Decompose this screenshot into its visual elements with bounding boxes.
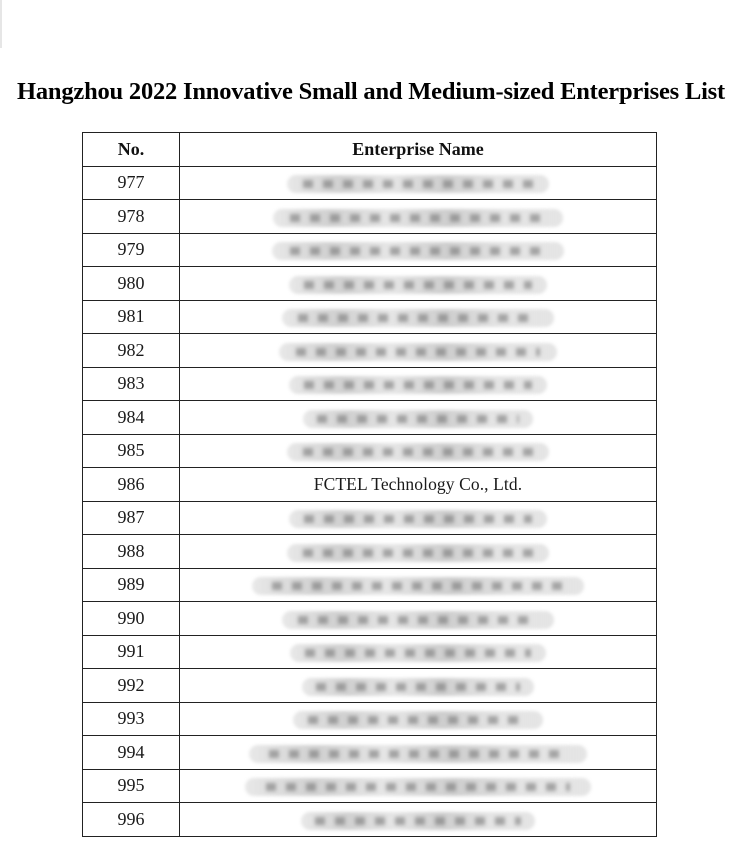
table-row: 987 xyxy=(82,500,657,535)
row-number: 995 xyxy=(82,768,180,803)
redacted-name-blur xyxy=(249,744,587,763)
enterprise-name-cell xyxy=(179,668,657,703)
table-row: 993 xyxy=(82,701,657,736)
row-number: 985 xyxy=(82,433,180,468)
table-row: 986 FCTEL Technology Co., Ltd. xyxy=(82,467,657,502)
row-number: 981 xyxy=(82,299,180,334)
redacted-name-blur xyxy=(273,208,563,227)
table-row: 984 xyxy=(82,400,657,435)
redacted-name-blur xyxy=(245,778,591,797)
enterprise-name-cell xyxy=(179,165,657,200)
redacted-name-blur xyxy=(302,677,534,696)
table-row: 978 xyxy=(82,199,657,234)
row-number: 989 xyxy=(82,567,180,602)
enterprise-name-cell xyxy=(179,735,657,770)
redacted-name-blur xyxy=(282,610,554,629)
row-number: 996 xyxy=(82,802,180,837)
row-number: 978 xyxy=(82,199,180,234)
table-row: 983 xyxy=(82,366,657,401)
table-body: 977 978 979 980 981 982 983 984 985 986 FCTEL Tech… xyxy=(82,165,657,837)
redacted-name-blur xyxy=(301,811,535,830)
redacted-name-blur xyxy=(272,242,564,261)
redacted-name-blur xyxy=(279,342,557,361)
table-row: 991 xyxy=(82,634,657,669)
enterprise-name-cell xyxy=(179,232,657,267)
enterprise-name-cell xyxy=(179,500,657,535)
table-header-row: No. Enterprise Name xyxy=(82,132,657,167)
table-row: 979 xyxy=(82,232,657,267)
document-title: Hangzhou 2022 Innovative Small and Mediu… xyxy=(17,78,725,105)
enterprise-name-cell xyxy=(179,400,657,435)
enterprise-name-cell xyxy=(179,601,657,636)
enterprise-name: FCTEL Technology Co., Ltd. xyxy=(313,473,523,494)
row-number: 983 xyxy=(82,366,180,401)
row-number: 980 xyxy=(82,266,180,301)
table-row: 980 xyxy=(82,266,657,301)
redacted-name-blur xyxy=(289,275,547,294)
enterprise-name-cell xyxy=(179,534,657,569)
row-number: 992 xyxy=(82,668,180,703)
row-number: 991 xyxy=(82,634,180,669)
redacted-name-blur xyxy=(303,409,533,428)
row-number: 988 xyxy=(82,534,180,569)
table-row: 981 xyxy=(82,299,657,334)
row-number: 990 xyxy=(82,601,180,636)
table-row: 996 xyxy=(82,802,657,837)
enterprise-name-cell xyxy=(179,768,657,803)
enterprise-name-cell xyxy=(179,567,657,602)
header-no: No. xyxy=(82,132,180,167)
redacted-name-blur xyxy=(289,376,547,395)
redacted-name-blur xyxy=(293,711,543,730)
table-row: 995 xyxy=(82,768,657,803)
enterprise-name-cell xyxy=(179,199,657,234)
table-row: 994 xyxy=(82,735,657,770)
table-row: 982 xyxy=(82,333,657,368)
row-number: 986 xyxy=(82,467,180,502)
enterprise-name-cell xyxy=(179,701,657,736)
enterprise-name-cell: FCTEL Technology Co., Ltd. xyxy=(179,467,657,502)
table-row: 992 xyxy=(82,668,657,703)
table-row: 989 xyxy=(82,567,657,602)
table-row: 990 xyxy=(82,601,657,636)
row-number: 979 xyxy=(82,232,180,267)
table-row: 977 xyxy=(82,165,657,200)
table-row: 988 xyxy=(82,534,657,569)
enterprise-name-cell xyxy=(179,802,657,837)
header-enterprise-name: Enterprise Name xyxy=(179,132,657,167)
redacted-name-blur xyxy=(252,577,584,596)
redacted-name-blur xyxy=(287,443,549,462)
enterprise-name-cell xyxy=(179,266,657,301)
redacted-name-blur xyxy=(282,309,554,328)
row-number: 982 xyxy=(82,333,180,368)
enterprise-name-cell xyxy=(179,366,657,401)
row-number: 987 xyxy=(82,500,180,535)
row-number: 994 xyxy=(82,735,180,770)
enterprise-name-cell xyxy=(179,634,657,669)
page-edge-mark xyxy=(0,0,2,48)
row-number: 993 xyxy=(82,701,180,736)
enterprise-table: No. Enterprise Name 977 978 979 980 981 982 98… xyxy=(82,132,657,837)
row-number: 977 xyxy=(82,165,180,200)
enterprise-name-cell xyxy=(179,333,657,368)
enterprise-name-cell xyxy=(179,433,657,468)
redacted-name-blur xyxy=(287,543,549,562)
redacted-name-blur xyxy=(287,175,549,194)
row-number: 984 xyxy=(82,400,180,435)
table-row: 985 xyxy=(82,433,657,468)
enterprise-name-cell xyxy=(179,299,657,334)
redacted-name-blur xyxy=(289,510,547,529)
redacted-name-blur xyxy=(290,644,546,663)
